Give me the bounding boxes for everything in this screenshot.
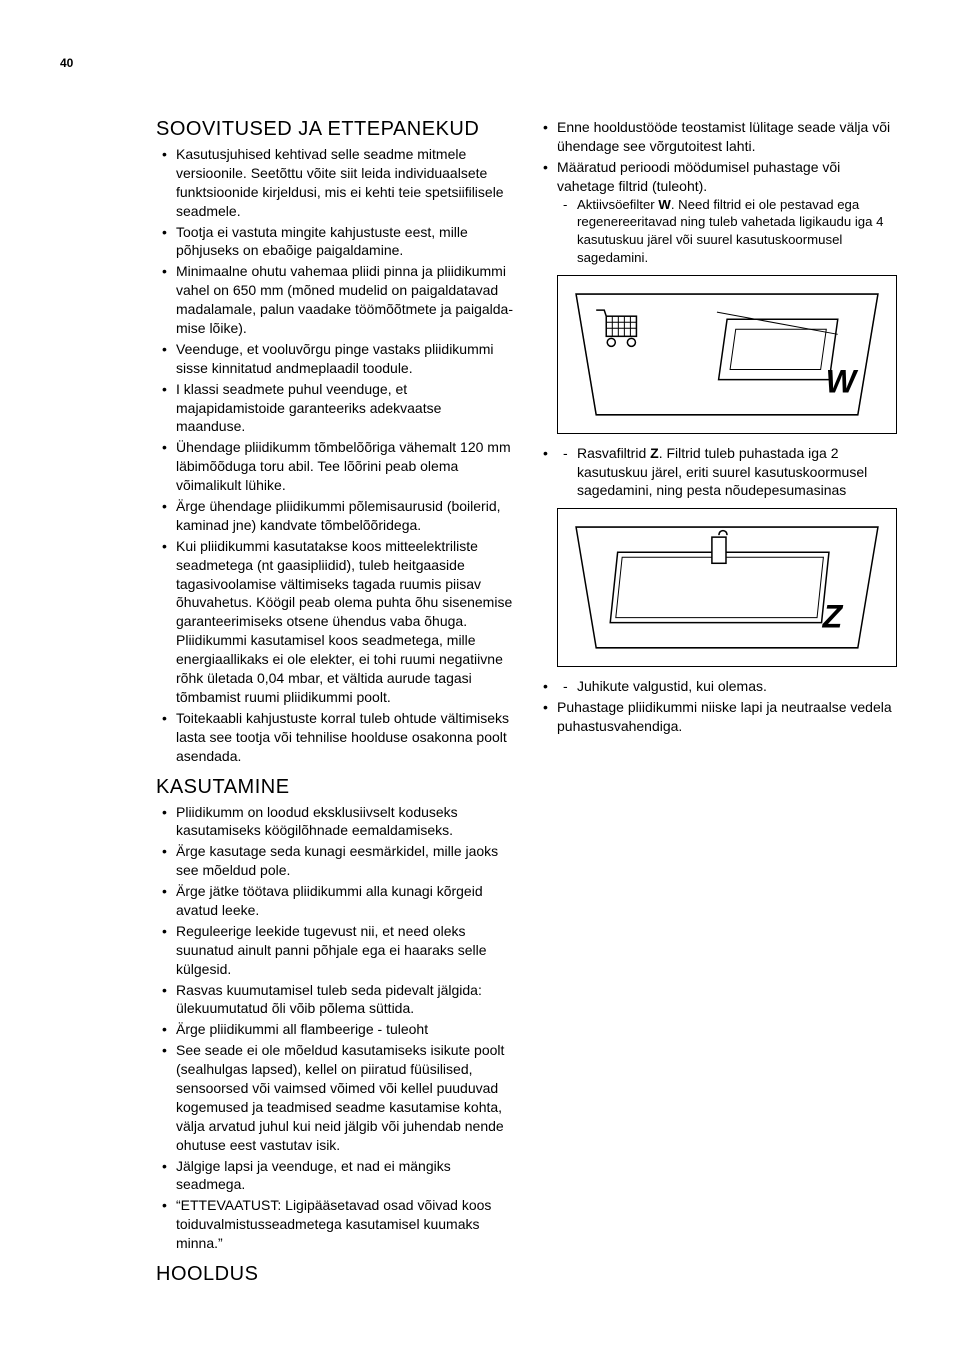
sub-list-item: Juhikute valgustid, kui olemas. xyxy=(557,677,894,696)
figure-w-label: W xyxy=(826,363,859,399)
heading-maintenance: HOOLDUS xyxy=(156,1263,513,1286)
sub-list-item: Rasvafiltrid Z. Filtrid tuleb puhastada … xyxy=(557,444,894,501)
page-number: 40 xyxy=(60,56,73,70)
list-item: Toitekaabli kahjustuste korral tuleb oht… xyxy=(156,709,513,766)
text: Rasvafiltrid xyxy=(577,445,650,461)
heading-recommendations: SOOVITUSED JA ETTEPANE­KUD xyxy=(156,118,513,141)
sub-list-item-wrapper: Juhikute valgustid, kui olemas. xyxy=(537,677,894,696)
list-item: Ärge pliidikummi all flambeerige - tuleo… xyxy=(156,1020,513,1039)
list-maintenance-cont: Rasvafiltrid Z. Filtrid tuleb puhastada … xyxy=(537,444,894,501)
list-recommendations: Kasutusjuhised kehtivad selle sead­me mi… xyxy=(156,145,513,766)
list-item: Rasvas kuumutamisel tuleb seda pidevalt … xyxy=(156,981,513,1019)
page-content: SOOVITUSED JA ETTEPANE­KUD Kasutusjuhise… xyxy=(156,118,894,1298)
list-item: Pliidikumm on loodud eksklusiivselt kodu… xyxy=(156,803,513,841)
list-item: Kui pliidikummi kasutatakse koos mitte­e… xyxy=(156,537,513,707)
list-item: Ühendage pliidikumm tõmbelõõriga vähemal… xyxy=(156,438,513,495)
list-maintenance-cont2: Juhikute valgustid, kui olemas. Puhastag… xyxy=(537,677,894,736)
text: Aktiivsöefilter xyxy=(577,197,658,212)
list-item: Ärge kasutage seda kunagi eesmärkidel, m… xyxy=(156,842,513,880)
figure-z-label: Z xyxy=(822,599,844,635)
list-item: See seade ei ole mõeldud kasutamiseks is… xyxy=(156,1041,513,1154)
heading-usage: KASUTAMINE xyxy=(156,776,513,799)
list-item: Veenduge, et vooluvõrgu pinge vastaks pl… xyxy=(156,340,513,378)
list-usage: Pliidikumm on loodud eksklusiivselt kodu… xyxy=(156,803,513,1253)
filter-label-w: W xyxy=(658,197,670,212)
sub-list-item: Aktiivsöefilter W. Need filtrid ei ole p… xyxy=(557,196,894,267)
list-item: Ärge ühendage pliidikummi põlemisau­rusi… xyxy=(156,497,513,535)
list-item: Reguleerige leekide tugevust nii, et nee… xyxy=(156,922,513,979)
filter-label-z: Z xyxy=(650,445,659,461)
list-item: Kasutusjuhised kehtivad selle sead­me mi… xyxy=(156,145,513,221)
figure-z: Z xyxy=(557,508,897,667)
list-maintenance: Enne hooldustööde teostamist lülitage se… xyxy=(537,118,894,267)
list-item: Jälgige lapsi ja veenduge, et nad ei män… xyxy=(156,1157,513,1195)
list-item: I klassi seadmete puhul veenduge, et maj… xyxy=(156,380,513,437)
list-item: Tootja ei vastuta mingite kahjustuste ee… xyxy=(156,223,513,261)
list-item: Puhastage pliidikummi niiske lapi ja neu… xyxy=(537,698,894,736)
sub-list-item-wrapper: Rasvafiltrid Z. Filtrid tuleb puhastada … xyxy=(537,444,894,501)
list-item: Määratud perioodi möödumisel puhastage v… xyxy=(537,158,894,267)
figure-w: W xyxy=(557,275,897,434)
list-item-text: Määratud perioodi möödumisel puhastage v… xyxy=(557,159,840,194)
list-item: Ärge jätke töötava pliidikummi alla kuna… xyxy=(156,882,513,920)
list-item: “ETTEVAATUST: Ligipääsetavad osad võivad… xyxy=(156,1196,513,1253)
list-item: Minimaalne ohutu vahemaa pliidi pinna ja… xyxy=(156,262,513,338)
list-item: Enne hooldustööde teostamist lülitage se… xyxy=(537,118,894,156)
